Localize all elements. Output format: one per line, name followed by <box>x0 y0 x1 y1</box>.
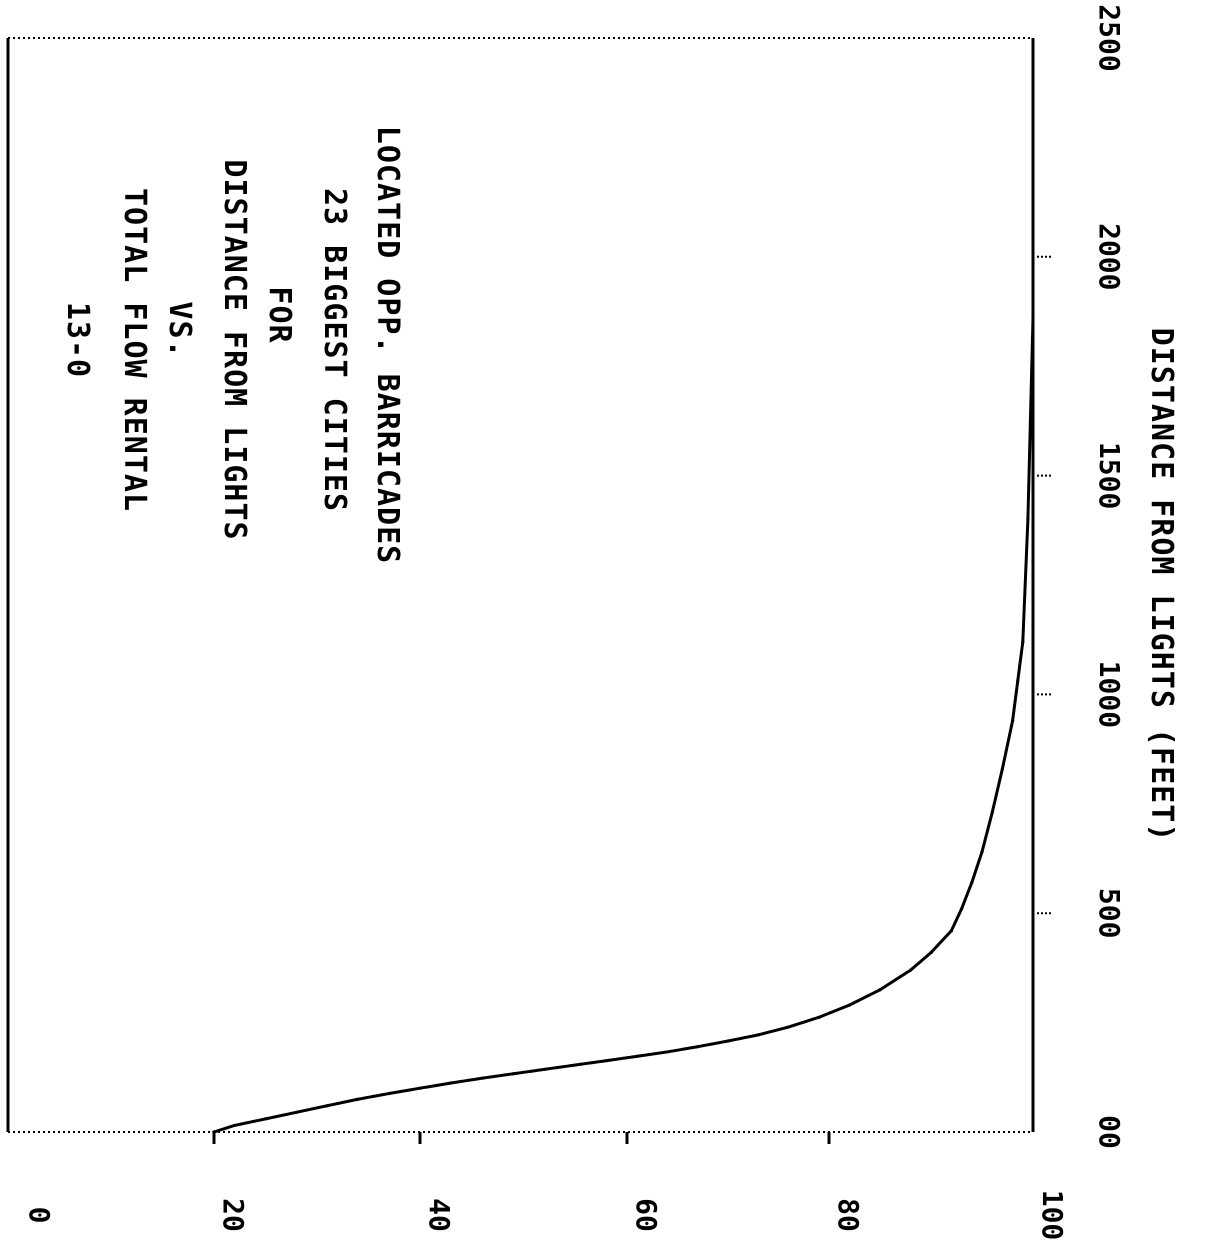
data-point <box>294 1110 298 1114</box>
data-point <box>542 1067 546 1072</box>
data-point <box>1016 679 1020 683</box>
y-tick-label: 2500 <box>1093 4 1126 71</box>
chart-title-line: TOTAL FLOW RENTAL <box>117 188 152 512</box>
data-point <box>480 1076 484 1080</box>
y-tick-label: 00 <box>1093 1115 1126 1149</box>
data-point <box>726 1039 730 1043</box>
title-layer: 13-0 TOTAL FLOW RENTAL VS. DISTANCE FROM LI… <box>60 126 405 564</box>
data-point <box>604 1059 608 1063</box>
chart-title-line: 23 BIGGEST CITIES <box>317 188 352 512</box>
y-tick-label: 2000 <box>1093 223 1126 290</box>
chart-title-line: DISTANCE FROM LIGHTS <box>217 159 252 540</box>
data-point <box>847 1003 852 1007</box>
chart-title-line: VS. <box>162 301 197 358</box>
data-point <box>511 1072 515 1076</box>
data-point <box>325 1104 329 1108</box>
data-point <box>1000 767 1005 771</box>
data-point <box>696 1045 700 1049</box>
y-tick-label: 500 <box>1093 888 1126 939</box>
data-point <box>949 929 954 933</box>
data-point <box>387 1091 391 1096</box>
data-point <box>929 950 933 955</box>
data-point <box>449 1081 453 1085</box>
data-point <box>1021 640 1025 644</box>
y-tick-label: 1000 <box>1093 661 1126 728</box>
x-tick-label: 20 <box>217 1198 250 1232</box>
x-tick-label: 0 <box>23 1207 56 1224</box>
data-point <box>960 907 964 911</box>
data-point <box>817 1015 821 1019</box>
data-point <box>233 1123 237 1128</box>
tick-layer: 0 20 40 60 80 100 00 500 1000 1500 2000 2500 DISTANC… <box>23 4 1179 1240</box>
chart-title-line: LOCATED OPP. BARRICADES <box>370 126 405 564</box>
series-layer <box>212 316 1035 1134</box>
x-tick-label: 40 <box>423 1198 456 1232</box>
data-point <box>356 1097 360 1101</box>
data-point <box>1026 517 1030 521</box>
data-point <box>665 1050 670 1054</box>
data-point <box>990 810 994 815</box>
series-line <box>212 316 1035 1134</box>
frame-layer <box>6 37 1035 1133</box>
data-point <box>980 850 984 854</box>
data-point <box>573 1063 577 1067</box>
chart-title-line: FOR <box>262 286 297 343</box>
chart-title-line: 13-0 <box>60 302 95 378</box>
y-tick-label: 1500 <box>1093 442 1126 509</box>
x-tick-label: 60 <box>630 1198 663 1232</box>
data-point <box>970 880 974 885</box>
y-axis-title: DISTANCE FROM LIGHTS (FEET) <box>1144 328 1179 843</box>
data-point <box>787 1025 791 1029</box>
data-point <box>263 1117 268 1121</box>
data-point <box>212 1130 216 1134</box>
data-point <box>418 1086 422 1090</box>
data-point <box>909 968 913 972</box>
data-point <box>1011 719 1015 723</box>
data-point <box>1031 316 1035 320</box>
data-point <box>635 1054 639 1058</box>
data-point <box>878 988 882 992</box>
data-point <box>756 1033 760 1037</box>
x-tick-label: 80 <box>832 1198 865 1232</box>
x-tick-label: 100 <box>1036 1190 1069 1241</box>
